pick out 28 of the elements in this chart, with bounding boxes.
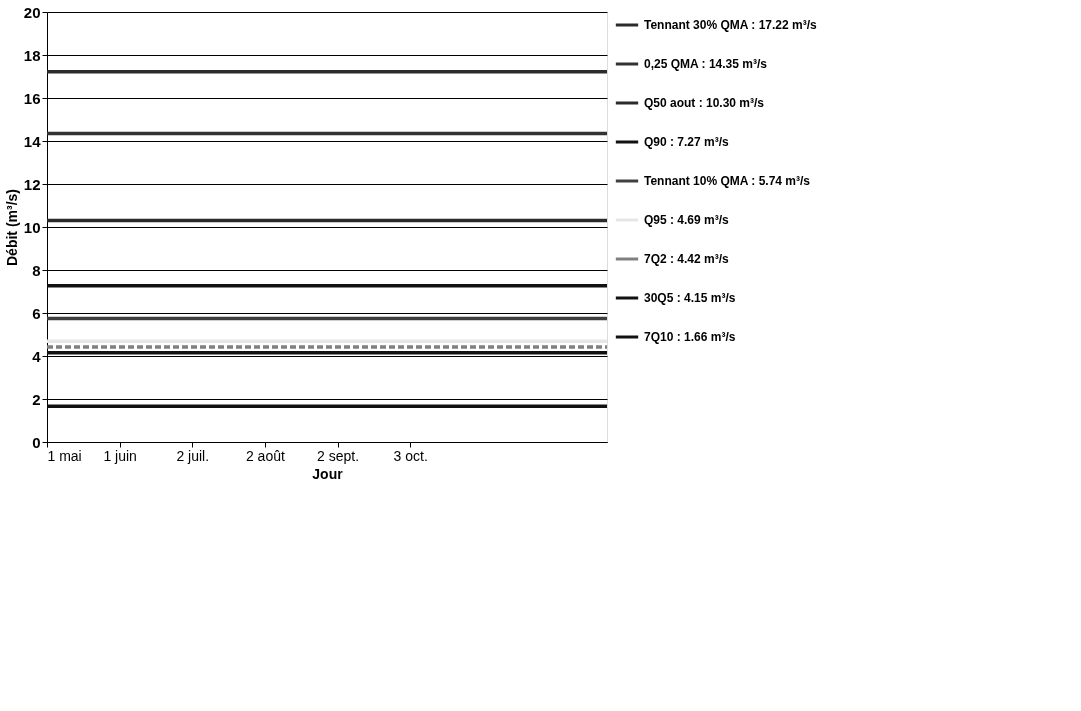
y-axis-title: Débit (m³/s) <box>3 189 20 266</box>
x-tick-label: 3 oct. <box>393 447 428 464</box>
y-tick-label: 0 <box>32 433 41 451</box>
y-tick-label: 4 <box>32 347 42 365</box>
legend-label: Q90 : 7.27 m³/s <box>644 135 730 149</box>
y-tick-label: 20 <box>23 3 41 21</box>
x-tick-label: 2 sept. <box>317 447 360 464</box>
x-tick-label: 1 mai <box>47 447 82 464</box>
y-tick-label: 6 <box>32 304 41 322</box>
legend-label: 7Q2 : 4.42 m³/s <box>644 252 730 266</box>
x-tick-label: 2 août <box>245 447 285 464</box>
x-tick-label: 2 juil. <box>176 447 210 464</box>
legend-label: Tennant 10% QMA : 5.74 m³/s <box>644 174 811 188</box>
y-tick-label: 10 <box>23 218 41 236</box>
legend-label: 7Q10 : 1.66 m³/s <box>644 330 736 344</box>
legend-label: 30Q5 : 4.15 m³/s <box>644 291 736 305</box>
y-tick-label: 14 <box>23 132 42 150</box>
legend-label: Tennant 30% QMA : 17.22 m³/s <box>644 18 818 32</box>
x-tick-label: 1 juin <box>103 447 137 464</box>
legend-label: Q50 aout : 10.30 m³/s <box>644 96 765 110</box>
y-tick-label: 18 <box>23 46 41 64</box>
x-axis-title: Jour <box>312 465 344 482</box>
y-tick-label: 16 <box>23 89 41 107</box>
legend-label: 0,25 QMA : 14.35 m³/s <box>644 57 768 71</box>
legend-label: Q95 : 4.69 m³/s <box>644 213 730 227</box>
y-tick-label: 12 <box>23 175 41 193</box>
y-tick-label: 8 <box>32 261 41 279</box>
y-tick-label: 2 <box>32 390 41 408</box>
